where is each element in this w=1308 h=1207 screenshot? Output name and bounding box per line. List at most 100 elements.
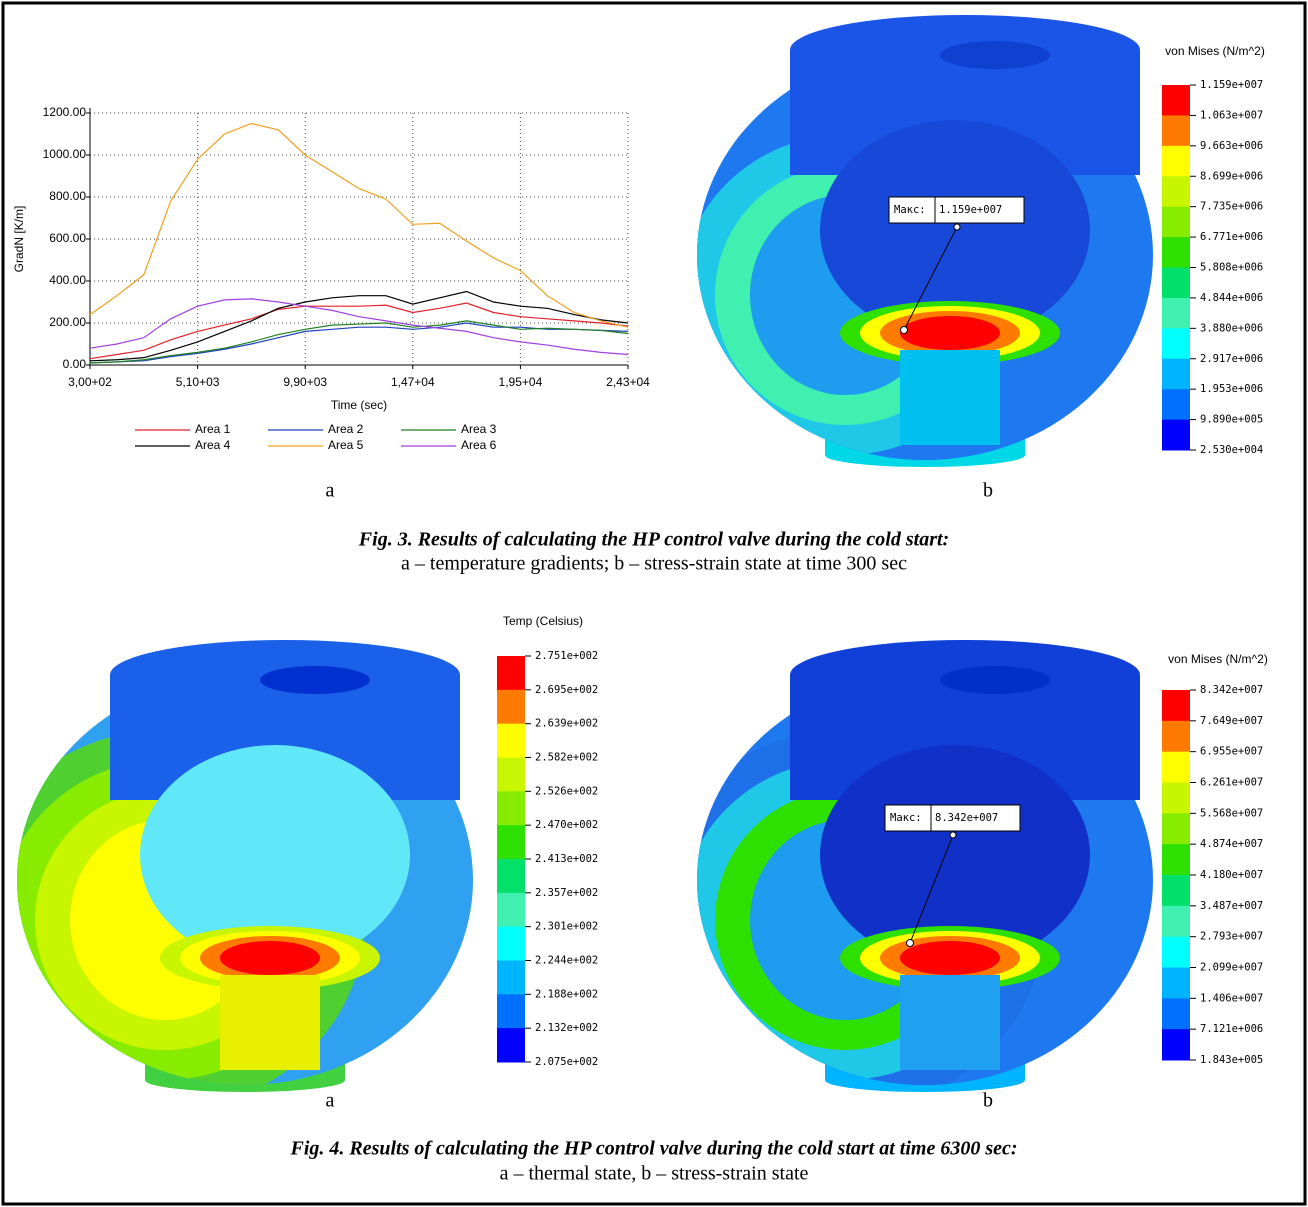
colorbar-label: 9.663e+006	[1200, 140, 1263, 152]
hot-ring	[900, 316, 1000, 350]
y-tick-label: 1000.00	[43, 147, 87, 161]
top-bore	[260, 666, 370, 694]
colorbar-label: 2.470e+002	[535, 819, 598, 831]
y-tick-label: 200.00	[49, 315, 86, 329]
x-tick-label: 9,90+03	[283, 375, 327, 389]
callout-label: Макс:	[894, 204, 926, 216]
colorbar-band	[497, 893, 525, 927]
colorbar-band	[1162, 115, 1190, 146]
colorbar-label: 1.843e+005	[1200, 1054, 1263, 1066]
callout-value: 8.342e+007	[935, 812, 998, 824]
colorbar-band	[497, 927, 525, 961]
valve-render	[645, 640, 1153, 1110]
callout-point	[950, 832, 956, 838]
panel-label: a	[326, 1090, 335, 1112]
colorbar-band	[1162, 844, 1190, 875]
legend-label: Area 2	[328, 422, 364, 436]
colorbar-band	[1162, 813, 1190, 844]
y-tick-label: 0.00	[63, 357, 87, 371]
colorbar-band	[497, 825, 525, 859]
colorbar-label: 2.413e+002	[535, 853, 598, 865]
colorbar-band	[1162, 389, 1190, 420]
legend-label: Area 5	[328, 438, 364, 452]
valve-render	[0, 640, 473, 1110]
colorbar-label: 1.953e+006	[1200, 383, 1263, 395]
series-line	[90, 124, 628, 328]
colorbar-band	[1162, 937, 1190, 968]
colorbar-band	[1162, 207, 1190, 238]
series-line	[90, 292, 628, 361]
colorbar-label: 7.735e+006	[1200, 201, 1263, 213]
x-tick-label: 1,95+04	[499, 375, 543, 389]
colorbar-label: 6.771e+006	[1200, 231, 1263, 243]
colorbar-band	[1162, 752, 1190, 783]
colorbar-band	[497, 690, 525, 724]
legend-title: Temp (Celsius)	[503, 614, 583, 628]
y-tick-label: 1200.00	[43, 105, 87, 119]
colorbar-band	[1162, 690, 1190, 721]
colorbar-label: 1.063e+007	[1200, 109, 1263, 121]
x-tick-label: 5,10+03	[176, 375, 220, 389]
caption-text: a – temperature gradients; b – stress-st…	[401, 553, 907, 575]
colorbar-band	[1162, 721, 1190, 752]
colorbar-label: 6.261e+007	[1200, 777, 1263, 789]
y-tick-label: 400.00	[49, 273, 86, 287]
colorbar-band	[497, 1028, 525, 1062]
callout-point	[907, 940, 914, 947]
series-line	[90, 323, 628, 363]
colorbar-band	[1162, 1029, 1190, 1060]
bore	[900, 975, 1000, 1070]
legend-title: von Mises (N/m^2)	[1168, 652, 1268, 666]
legend-label: Area 4	[195, 438, 231, 452]
colorbar-label: 2.695e+002	[535, 684, 598, 696]
colorbar-label: 2.099e+007	[1200, 962, 1263, 974]
callout-label: Макс:	[890, 812, 922, 824]
colorbar-label: 2.357e+002	[535, 887, 598, 899]
colorbar-label: 9.890e+005	[1200, 414, 1263, 426]
colorbar-label: 2.793e+007	[1200, 931, 1263, 943]
colorbar-label: 3.487e+007	[1200, 900, 1263, 912]
colorbar-band	[1162, 420, 1190, 451]
caption-title: Fig. 4. Results of calculating the HP co…	[289, 1138, 1017, 1160]
colorbar-band	[1162, 998, 1190, 1029]
legend-label: Area 6	[461, 438, 497, 452]
colorbar-label: 4.180e+007	[1200, 869, 1263, 881]
colorbar-band	[497, 994, 525, 1028]
legend-title: von Mises (N/m^2)	[1165, 44, 1265, 58]
colorbar-band	[1162, 359, 1190, 390]
colorbar-label: 5.808e+006	[1200, 262, 1263, 274]
colorbar-band	[1162, 85, 1190, 116]
colorbar-band	[1162, 298, 1190, 329]
colorbar-band	[1162, 968, 1190, 999]
colorbar-label: 2.582e+002	[535, 752, 598, 764]
colorbar-band	[1162, 783, 1190, 814]
callout-value: 1.159e+007	[939, 204, 1002, 216]
colorbar-label: 5.568e+007	[1200, 807, 1263, 819]
x-tick-label: 2,43+04	[606, 375, 650, 389]
page: a b Fig. 3. Results of calculating the H…	[0, 0, 1308, 1207]
colorbar-band	[1162, 237, 1190, 268]
colorbar-label: 2.132e+002	[535, 1022, 598, 1034]
callout-point	[901, 327, 908, 334]
colorbar-label: 2.075e+002	[535, 1056, 598, 1068]
x-axis-label: Time (sec)	[331, 398, 387, 412]
colorbar-label: 7.121e+006	[1200, 1023, 1263, 1035]
colorbar-label: 2.244e+002	[535, 955, 598, 967]
y-tick-label: 600.00	[49, 231, 86, 245]
hot-ring	[900, 941, 1000, 975]
bore	[900, 350, 1000, 445]
legend-label: Area 1	[195, 422, 231, 436]
y-axis-label: GradN [K/m]	[12, 206, 26, 273]
y-tick-label: 800.00	[49, 189, 86, 203]
panel-label: b	[983, 1090, 993, 1112]
colorbar-label: 2.530e+004	[1200, 444, 1263, 456]
top-bore	[940, 666, 1050, 694]
colorbar-label: 7.649e+007	[1200, 715, 1263, 727]
colorbar-label: 2.301e+002	[535, 921, 598, 933]
colorbar-label: 4.844e+006	[1200, 292, 1263, 304]
panel-label: b	[983, 480, 993, 502]
panel-label: a	[326, 480, 335, 502]
colorbar-label: 8.699e+006	[1200, 170, 1263, 182]
legend-label: Area 3	[461, 422, 497, 436]
colorbar-label: 3.880e+006	[1200, 322, 1263, 334]
